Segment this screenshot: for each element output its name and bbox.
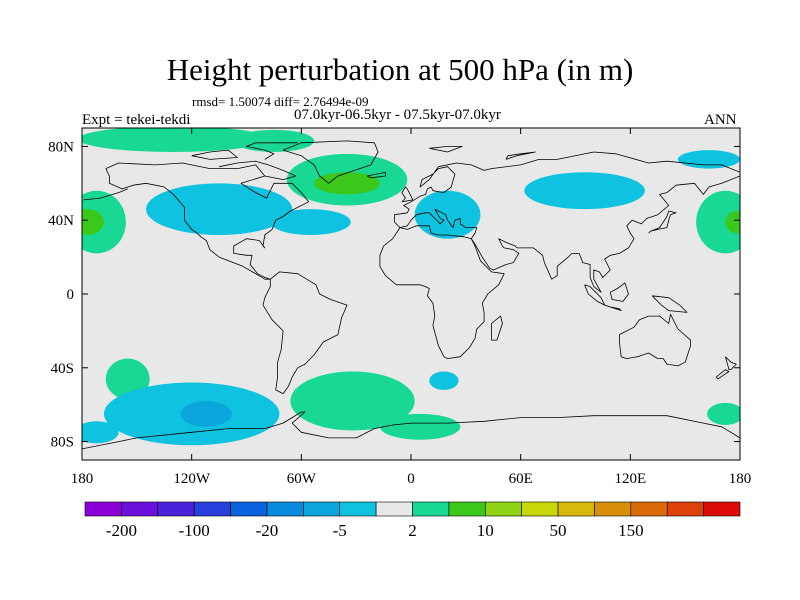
colorbar-label: 50 [550, 521, 567, 540]
coastline-21 [505, 151, 536, 160]
anomaly-region-18 [379, 413, 461, 440]
coastline-8 [366, 171, 386, 179]
coastlines [82, 140, 740, 450]
x-tick-label: 180 [729, 471, 752, 487]
period-text: 07.0kyr-06.5kyr - 07.5kyr-07.0kyr [294, 107, 501, 123]
colorbar-swatch-16 [666, 501, 704, 517]
colorbar-swatch-0 [84, 501, 122, 517]
coastline-14 [725, 356, 737, 371]
colorbar-swatch-6 [303, 501, 341, 517]
coastline-16 [82, 411, 740, 450]
x-tick-label: 120W [173, 471, 211, 487]
coastline-15 [715, 369, 730, 380]
coastline-19 [219, 160, 297, 181]
colorbar-swatch-8 [375, 501, 413, 517]
x-tick-label: 180 [71, 471, 94, 487]
coastline-13 [652, 295, 688, 313]
anomaly-region-15 [180, 400, 232, 427]
colorbar-label: 2 [408, 521, 417, 540]
colorbar-label: -20 [256, 521, 279, 540]
colorbar-swatch-5 [266, 501, 304, 517]
anomaly-region-1 [233, 129, 315, 152]
anomaly-region-9 [270, 209, 351, 235]
coastline-11 [604, 304, 622, 312]
colorbar-swatch-17 [703, 501, 741, 517]
colorbar-swatch-11 [484, 501, 522, 517]
colorbar: -200 -100 -20 -5 2 10 50 150 [84, 501, 741, 540]
colorbar-swatch-2 [157, 501, 195, 517]
coastline-17 [246, 142, 298, 160]
y-tick-label: 80N [48, 139, 74, 155]
coastline-5 [490, 315, 503, 341]
anomaly-fields [82, 128, 740, 446]
anomaly-region-0 [82, 128, 269, 152]
anomaly-region-8 [145, 183, 293, 235]
coastline-22 [83, 188, 128, 201]
stats-text: rmsd= 1.50074 diff= 2.76494e-09 [192, 94, 369, 109]
colorbar-swatch-12 [521, 501, 559, 517]
colorbar-swatch-14 [594, 501, 632, 517]
coastline-4 [379, 225, 505, 360]
coastline-1 [262, 271, 348, 395]
coastline-9 [648, 210, 677, 234]
y-tick-label: 40S [51, 361, 74, 377]
colorbar-label: -200 [106, 521, 137, 540]
colorbar-swatch-3 [193, 501, 231, 517]
colorbar-swatch-1 [121, 501, 159, 517]
x-tick-label: 60E [509, 471, 533, 487]
anomaly-region-6 [696, 190, 740, 254]
anomaly-region-7 [725, 211, 740, 234]
colorbar-swatch-7 [339, 501, 377, 517]
chart-title: Height perturbation at 500 hPa (in m) [166, 52, 634, 87]
anomaly-region-3 [314, 172, 380, 195]
coastline-20 [429, 145, 463, 153]
colorbar-swatch-4 [230, 501, 268, 517]
x-tick-label: 60W [287, 471, 317, 487]
season-label: ANN [704, 112, 737, 128]
anomaly-region-16 [82, 421, 119, 444]
colorbar-swatch-9 [412, 501, 450, 517]
anomaly-region-10 [414, 190, 481, 239]
coastline-12 [609, 282, 629, 302]
experiment-label: Expt = tekei-tekdi [82, 112, 191, 128]
colorbar-label: -5 [333, 521, 347, 540]
anomaly-region-20 [707, 402, 740, 425]
anomaly-region-12 [677, 150, 740, 169]
y-tick-label: 80S [51, 435, 74, 451]
y-tick-label: 0 [67, 287, 75, 303]
anomaly-region-19 [429, 371, 459, 390]
x-tick-label: 120E [614, 471, 646, 487]
anomaly-region-17 [290, 371, 415, 431]
axis-ticks: 180 120W 60W 0 60E 120E 180 80N 40N 0 40S 80S [48, 128, 751, 487]
coastline-7 [401, 186, 414, 203]
colorbar-label: -100 [179, 521, 210, 540]
coastline-6 [619, 313, 691, 367]
colorbar-swatch-15 [630, 501, 668, 517]
coastline-18 [191, 149, 238, 160]
colorbar-swatch-10 [448, 501, 486, 517]
x-tick-label: 0 [407, 471, 415, 487]
colorbar-label: 150 [618, 521, 644, 540]
coastline-3 [394, 151, 740, 293]
y-tick-label: 40N [48, 213, 74, 229]
coastline-0 [105, 162, 310, 280]
colorbar-label: 10 [477, 521, 494, 540]
anomaly-region-5 [82, 209, 104, 235]
anomaly-region-11 [524, 172, 645, 210]
colorbar-swatch-13 [557, 501, 595, 517]
coastline-2 [282, 140, 379, 184]
